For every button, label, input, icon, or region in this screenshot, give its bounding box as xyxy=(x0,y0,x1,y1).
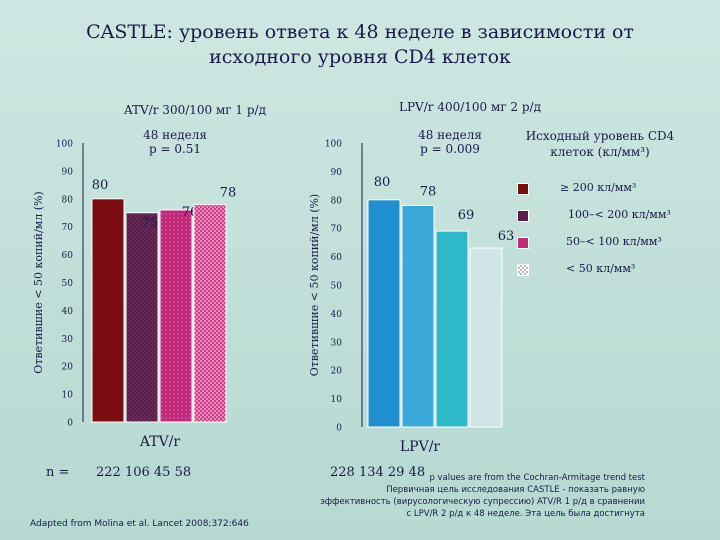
atv-y-tick-label: 70 xyxy=(62,223,74,233)
atv-y-tick-label: 80 xyxy=(62,195,74,205)
atv-bar-value-label: 80 xyxy=(92,178,109,193)
n-label: n = xyxy=(46,465,70,480)
lpv-y-tick-label: 50 xyxy=(331,282,343,292)
legend-title-line-1: Исходный уровень CD4 xyxy=(525,129,675,143)
slide-title: CASTLE: уровень ответа к 48 неделе в зав… xyxy=(20,20,700,70)
atv-y-tick-label: 20 xyxy=(62,363,74,373)
atv-bar xyxy=(193,203,227,423)
legend-swatch-ge200 xyxy=(517,183,529,195)
lpv-bar-value-label: 80 xyxy=(374,175,391,190)
lpv-y-tick-label: 70 xyxy=(331,225,343,235)
atv-week-label: 48 неделя p = 0.51 xyxy=(110,128,240,156)
lpv-bar xyxy=(469,247,503,428)
footnote-line-2: Первичная цель исследования CASTLE - пок… xyxy=(386,485,645,495)
atv-week: 48 неделя xyxy=(143,128,207,142)
lpv-bar-value-label: 78 xyxy=(420,184,437,199)
legend-title: Исходный уровень CD4 клеток (кл/мм³) xyxy=(505,128,695,160)
atv-y-tick-label: 10 xyxy=(62,391,74,401)
atv-panel-title: ATV/r 300/100 мг 1 р/д xyxy=(124,103,266,117)
atv-y-tick-label: 100 xyxy=(56,140,73,150)
atv-y-tick-label: 40 xyxy=(62,307,74,317)
lpv-bar xyxy=(367,199,401,428)
lpv-week-label: 48 неделя p = 0.009 xyxy=(385,128,515,156)
legend-label-50-100: 50–< 100 кл/мм³ xyxy=(566,235,662,248)
legend-title-line-2: клеток (кл/мм³) xyxy=(550,145,650,159)
lpv-y-tick-label: 10 xyxy=(331,395,343,405)
lpv-panel-title: LPV/r 400/100 мг 2 р/д xyxy=(399,100,541,114)
atv-y-tick-label: 50 xyxy=(62,279,74,289)
lpv-n-values: 228 134 29 48 xyxy=(330,465,426,480)
lpv-y-tick-label: 100 xyxy=(325,140,342,150)
legend-label-100-200: 100–< 200 кл/мм³ xyxy=(568,208,671,221)
atv-p-value: p = 0.51 xyxy=(148,142,202,156)
lpv-week: 48 неделя xyxy=(418,128,482,142)
lpv-y-tick-label: 90 xyxy=(331,168,343,178)
atv-bar-value-label: 75 xyxy=(142,216,159,231)
legend-label-ge200: ≥ 200 кл/мм³ xyxy=(560,181,637,194)
lpv-y-tick-label: 80 xyxy=(331,196,343,206)
atv-y-tick-label: 90 xyxy=(62,167,74,177)
footnote-p-values: p values are from the Cochran-Armitage t… xyxy=(429,473,645,483)
lpv-y-axis-label: Ответившие < 50 копий/мл (%) xyxy=(308,194,321,376)
lpv-bar-value-label: 69 xyxy=(458,208,475,223)
lpv-p-value: p = 0.009 xyxy=(420,142,480,156)
atv-y-tick-label: 60 xyxy=(62,251,74,261)
atv-bar xyxy=(159,209,193,423)
lpv-y-tick-label: 40 xyxy=(331,310,343,320)
lpv-y-tick-label: 30 xyxy=(331,338,343,348)
source-citation: Adapted from Molina et al. Lancet 2008;3… xyxy=(30,519,249,529)
title-line-2: исходного уровня CD4 клеток xyxy=(209,46,511,68)
atv-y-axis-label: Ответившие < 50 копий/мл (%) xyxy=(32,191,45,373)
lpv-bar xyxy=(401,204,435,428)
lpv-y-tick-label: 20 xyxy=(331,367,343,377)
title-line-1: CASTLE: уровень ответа к 48 неделе в зав… xyxy=(86,21,634,43)
atv-bar xyxy=(91,198,125,423)
atv-bar xyxy=(125,212,159,423)
atv-y-tick-label: 30 xyxy=(62,335,74,345)
lpv-y-tick-label: 60 xyxy=(331,253,343,263)
atv-n-values: 222 106 45 58 xyxy=(96,465,192,480)
legend-swatch-lt50 xyxy=(517,264,529,276)
footnote-line-4: с LPV/R 2 р/д к 48 неделе. Эта цель была… xyxy=(406,509,645,519)
atv-bar-value-label: 78 xyxy=(220,185,237,200)
lpv-bar-value-label: 63 xyxy=(498,229,515,244)
atv-x-axis-label: ATV/r xyxy=(139,434,181,450)
lpv-x-axis-label: LPV/r xyxy=(400,439,441,455)
legend-label-lt50: < 50 кл/мм³ xyxy=(566,262,636,275)
footnote-line-3: эффективность (вирусологическую супресси… xyxy=(320,497,645,507)
atv-y-tick-label: 0 xyxy=(67,419,73,429)
legend-swatch-100-200 xyxy=(517,210,529,222)
legend-swatch-50-100 xyxy=(517,237,529,249)
lpv-bar xyxy=(435,230,469,428)
lpv-y-tick-label: 0 xyxy=(336,424,342,434)
